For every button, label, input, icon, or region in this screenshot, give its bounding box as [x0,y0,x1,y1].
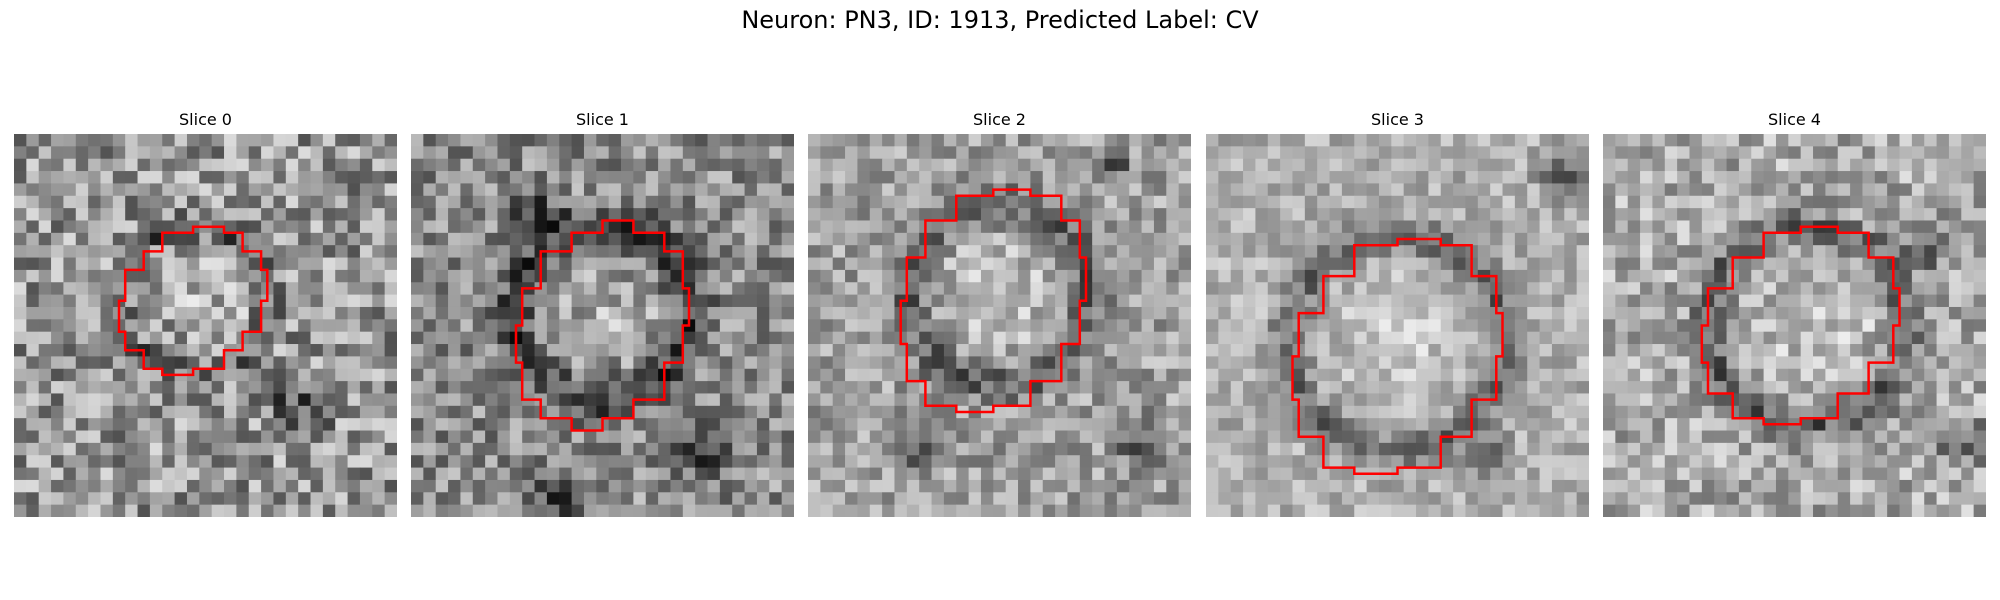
slice-image-4 [1603,134,1986,517]
slice-2-contour [899,188,1088,414]
slice-4-pixels [1603,134,1986,517]
slice-title-2: Slice 2 [973,110,1026,129]
slice-panel-1: Slice 1 [411,108,794,517]
slice-3-pixels [1206,134,1589,517]
slice-title-3: Slice 3 [1371,110,1424,129]
slice-panel-3: Slice 3 [1206,108,1589,517]
slice-0-contour [117,225,269,377]
slice-image-0 [14,134,397,517]
slice-panel-2: Slice 2 [808,108,1191,517]
slice-image-1 [411,134,794,517]
slice-1-pixels [411,134,794,517]
slice-4-contour [1700,225,1901,426]
slice-panel-4: Slice 4 [1603,108,1986,517]
slice-2-pixels [808,134,1191,517]
slice-0-pixels [14,134,397,517]
slice-title-1: Slice 1 [576,110,629,129]
slice-title-0: Slice 0 [179,110,232,129]
slice-image-3 [1206,134,1589,517]
slice-3-contour [1291,237,1504,476]
slice-image-2 [808,134,1191,517]
slice-panel-0: Slice 0 [14,108,397,517]
slice-1-contour [514,219,691,432]
figure-title: Neuron: PN3, ID: 1913, Predicted Label: … [741,6,1259,34]
slice-title-4: Slice 4 [1768,110,1821,129]
